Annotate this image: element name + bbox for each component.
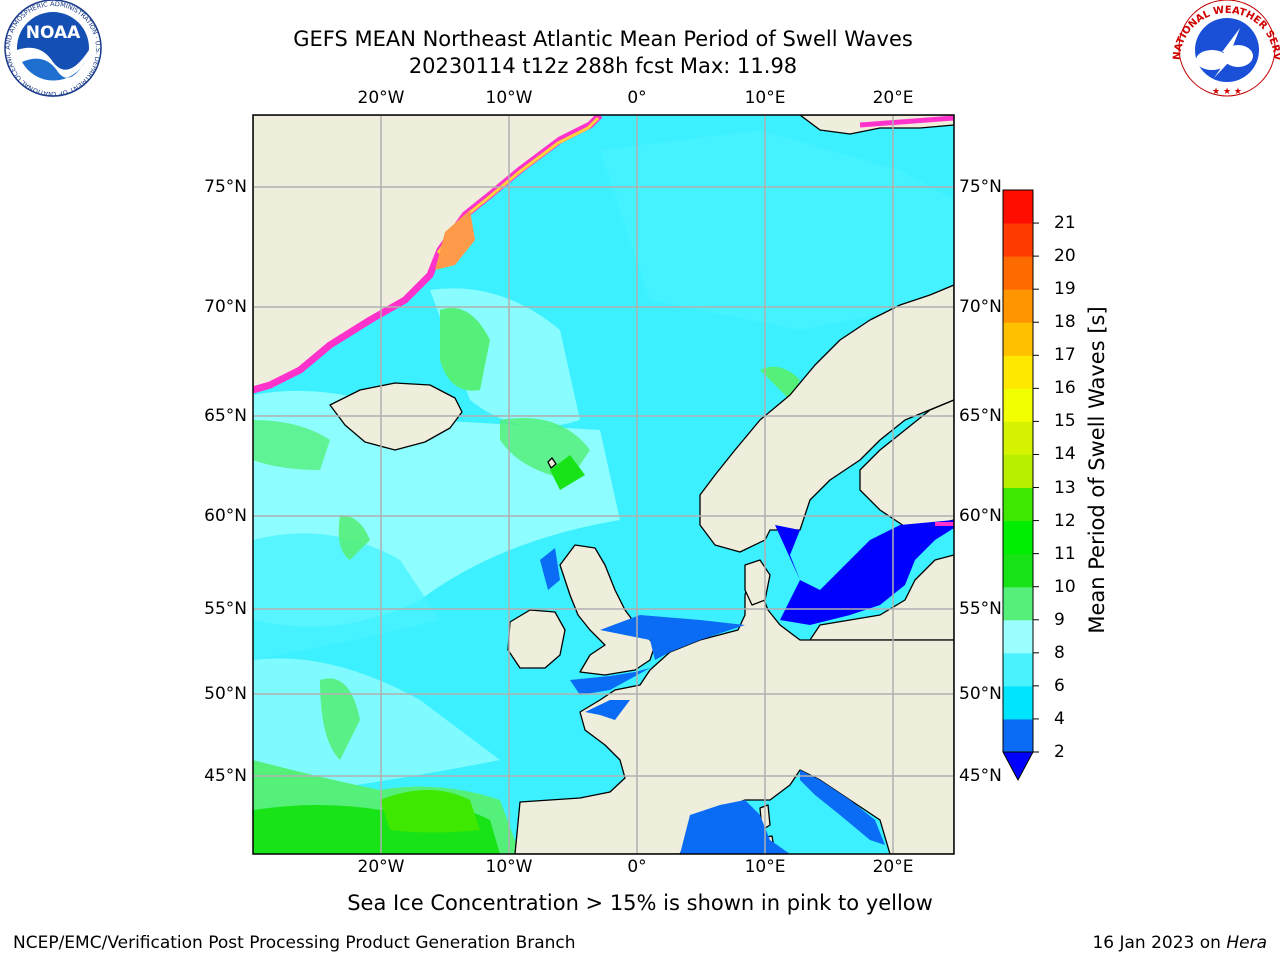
nws-ring-text: NATIONAL WEATHER SERVICE <box>0 0 1280 61</box>
graticule <box>253 115 954 854</box>
footer-date-text: 16 Jan 2023 on <box>1092 933 1227 953</box>
footer-date: 16 Jan 2023 on Hera <box>1092 933 1267 953</box>
lat-label-right: 60°N <box>959 506 1002 526</box>
colorbar-tick-label: 15 <box>1054 411 1076 432</box>
lon-label-top: 20°E <box>872 88 914 108</box>
colorbar-tick-label: 12 <box>1054 510 1076 531</box>
scandinavia <box>699 284 954 553</box>
lon-label-bottom: 20°E <box>872 857 914 877</box>
lat-label-left: 55°N <box>204 599 247 619</box>
lat-label-right: 55°N <box>959 599 1002 619</box>
colorbar-title: Mean Period of Swell Waves [s] <box>1085 306 1109 634</box>
sea-ice-edge <box>253 115 954 526</box>
colorbar-tick-label: 13 <box>1054 477 1076 498</box>
colorbar-segment <box>1003 289 1033 323</box>
nws-logo: NATIONAL WEATHER SERVICE ★ ★ ★ <box>0 0 1280 97</box>
colorbar-segment <box>1003 256 1033 290</box>
map-subtitle: 20230114 t12z 288h fcst Max: 11.98 <box>408 54 798 78</box>
colorbar-segment <box>1003 355 1033 389</box>
colorbar-tick-label: 8 <box>1054 642 1065 663</box>
colorbar-tick-label: 10 <box>1054 576 1076 597</box>
colorbar-segment <box>1003 223 1033 257</box>
colorbar <box>1002 189 1039 782</box>
colorbar-segment <box>1003 487 1033 522</box>
lat-label-left: 70°N <box>204 297 247 317</box>
lat-label-left: 45°N <box>204 766 247 786</box>
lat-label-left: 60°N <box>204 506 247 526</box>
lon-label-bottom: 10°W <box>485 857 533 877</box>
colorbar-tick-label: 19 <box>1054 279 1076 300</box>
lon-label-bottom: 20°W <box>357 857 405 877</box>
finland <box>859 399 954 531</box>
colorbar-frame <box>1002 189 1034 753</box>
lat-label-left: 50°N <box>204 684 247 704</box>
colorbar-tick-label: 20 <box>1054 246 1076 267</box>
colorbar-segment <box>1003 421 1033 455</box>
sea-ice-note: Sea Ice Concentration > 15% is shown in … <box>347 891 933 915</box>
faroes <box>547 457 557 469</box>
map-area <box>253 115 954 854</box>
lat-label-right: 50°N <box>959 684 1002 704</box>
nws-stars: ★ ★ ★ <box>1212 87 1242 97</box>
europe <box>514 574 954 854</box>
colorbar-segment <box>1003 553 1033 588</box>
lon-label-top: 10°E <box>744 88 786 108</box>
lon-label-bottom: 0° <box>627 857 647 877</box>
lat-label-right: 75°N <box>959 177 1002 197</box>
swell-field <box>253 130 954 854</box>
great-britain <box>559 544 656 676</box>
footer-credit: NCEP/EMC/Verification Post Processing Pr… <box>13 933 576 953</box>
lon-label-top: 10°W <box>485 88 533 108</box>
colorbar-tick-label: 16 <box>1054 378 1076 399</box>
colorbar-segment <box>1003 718 1033 753</box>
colorbar-tick-label: 2 <box>1054 742 1065 762</box>
map-title: GEFS MEAN Northeast Atlantic Mean Period… <box>293 27 913 51</box>
noaa-logo: NATIONAL OCEANIC AND ATMOSPHERIC ADMINIS… <box>0 0 102 98</box>
colorbar-segment <box>1003 388 1033 422</box>
colorbar-segment <box>1003 619 1033 654</box>
map-frame <box>252 114 955 855</box>
colorbar-segment <box>1003 190 1033 224</box>
colorbar-segment <box>1003 652 1033 687</box>
colorbar-segment <box>1003 586 1033 621</box>
noaa-logo-text: NOAA <box>26 23 81 43</box>
lat-label-left: 75°N <box>204 177 247 197</box>
colorbar-tick-label: 17 <box>1054 345 1076 366</box>
colorbar-segment <box>1003 520 1033 555</box>
footer-machine: Hera <box>1226 933 1267 953</box>
colorbar-segment <box>1003 685 1033 720</box>
lat-label-right: 70°N <box>959 297 1002 317</box>
landmasses <box>253 115 954 854</box>
colorbar-tick-label: 6 <box>1054 675 1065 696</box>
lat-label-left: 65°N <box>204 406 247 426</box>
colorbar-tick-label: 4 <box>1054 708 1065 729</box>
lon-label-top: 20°W <box>357 88 405 108</box>
lon-label-bottom: 10°E <box>744 857 786 877</box>
ireland <box>507 609 566 669</box>
svg-text:NATIONAL WEATHER SERVICE: NATIONAL WEATHER SERVICE <box>0 0 1280 61</box>
lat-label-right: 45°N <box>959 766 1002 786</box>
colorbar-segment <box>1003 322 1033 356</box>
colorbar-tick-label: 9 <box>1054 609 1065 630</box>
colorbar-tick-label: 18 <box>1054 312 1076 333</box>
colorbar-tick-label: 11 <box>1054 543 1076 564</box>
colorbar-extend-triangle <box>1002 751 1034 782</box>
colorbar-tick-label: 14 <box>1054 444 1076 465</box>
lon-label-top: 0° <box>627 88 647 108</box>
colorbar-tick-label: 21 <box>1054 213 1076 234</box>
colorbar-segment <box>1003 454 1033 489</box>
lat-label-right: 65°N <box>959 406 1002 426</box>
